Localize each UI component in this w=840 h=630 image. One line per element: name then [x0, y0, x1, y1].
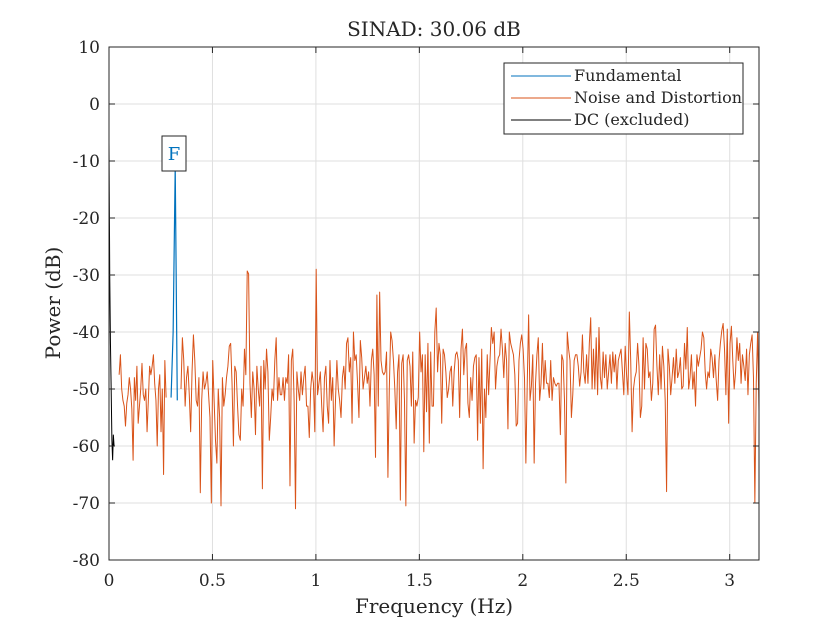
axes-box [108, 46, 760, 561]
legend-label-fundamental: Fundamental [574, 66, 682, 85]
y-tick-label: -60 [73, 437, 100, 457]
x-tick-label: 1 [310, 571, 321, 591]
y-tick-label: -20 [73, 209, 100, 229]
x-tick-label: 2.5 [613, 571, 640, 591]
y-tick-label: -40 [73, 323, 100, 343]
y-tick-label: 10 [78, 38, 100, 58]
chart-title: SINAD: 30.06 dB [347, 17, 521, 41]
series-lines [108, 141, 760, 510]
tick-marks [108, 46, 759, 561]
series-line-dc [108, 141, 115, 461]
legend-label-dc: DC (excluded) [574, 110, 689, 129]
y-tick-label: 0 [89, 95, 100, 115]
legend: Fundamental Noise and Distortion DC (exc… [503, 62, 744, 135]
y-tick-labels: 10 0 -10 -20 -30 -40 -50 -60 -70 -80 [73, 38, 100, 571]
series-line-fundamental [170, 166, 178, 401]
annotation-label: F [168, 144, 181, 165]
series-line-noise-a [118, 354, 167, 475]
y-tick-label: -10 [73, 152, 100, 172]
annotation-box [161, 135, 187, 172]
x-tick-label: 2 [517, 571, 528, 591]
y-tick-label: -50 [73, 380, 100, 400]
x-tick-label: 1.5 [406, 571, 433, 591]
x-tick-label: 3 [724, 571, 735, 591]
x-tick-labels: 0 0.5 1 1.5 2 2.5 3 [104, 571, 736, 591]
fundamental-annotation: F [161, 135, 187, 172]
x-axis-title: Frequency (Hz) [355, 594, 513, 618]
x-tick-label: 0.5 [199, 571, 226, 591]
y-axis-title: Power (dB) [41, 247, 65, 360]
y-tick-label: -80 [73, 551, 100, 571]
legend-label-noise: Noise and Distortion [574, 88, 742, 107]
x-tick-label: 0 [104, 571, 115, 591]
y-tick-label: -70 [73, 494, 100, 514]
series-line-noise-b [180, 268, 760, 510]
y-tick-label: -30 [73, 266, 100, 286]
